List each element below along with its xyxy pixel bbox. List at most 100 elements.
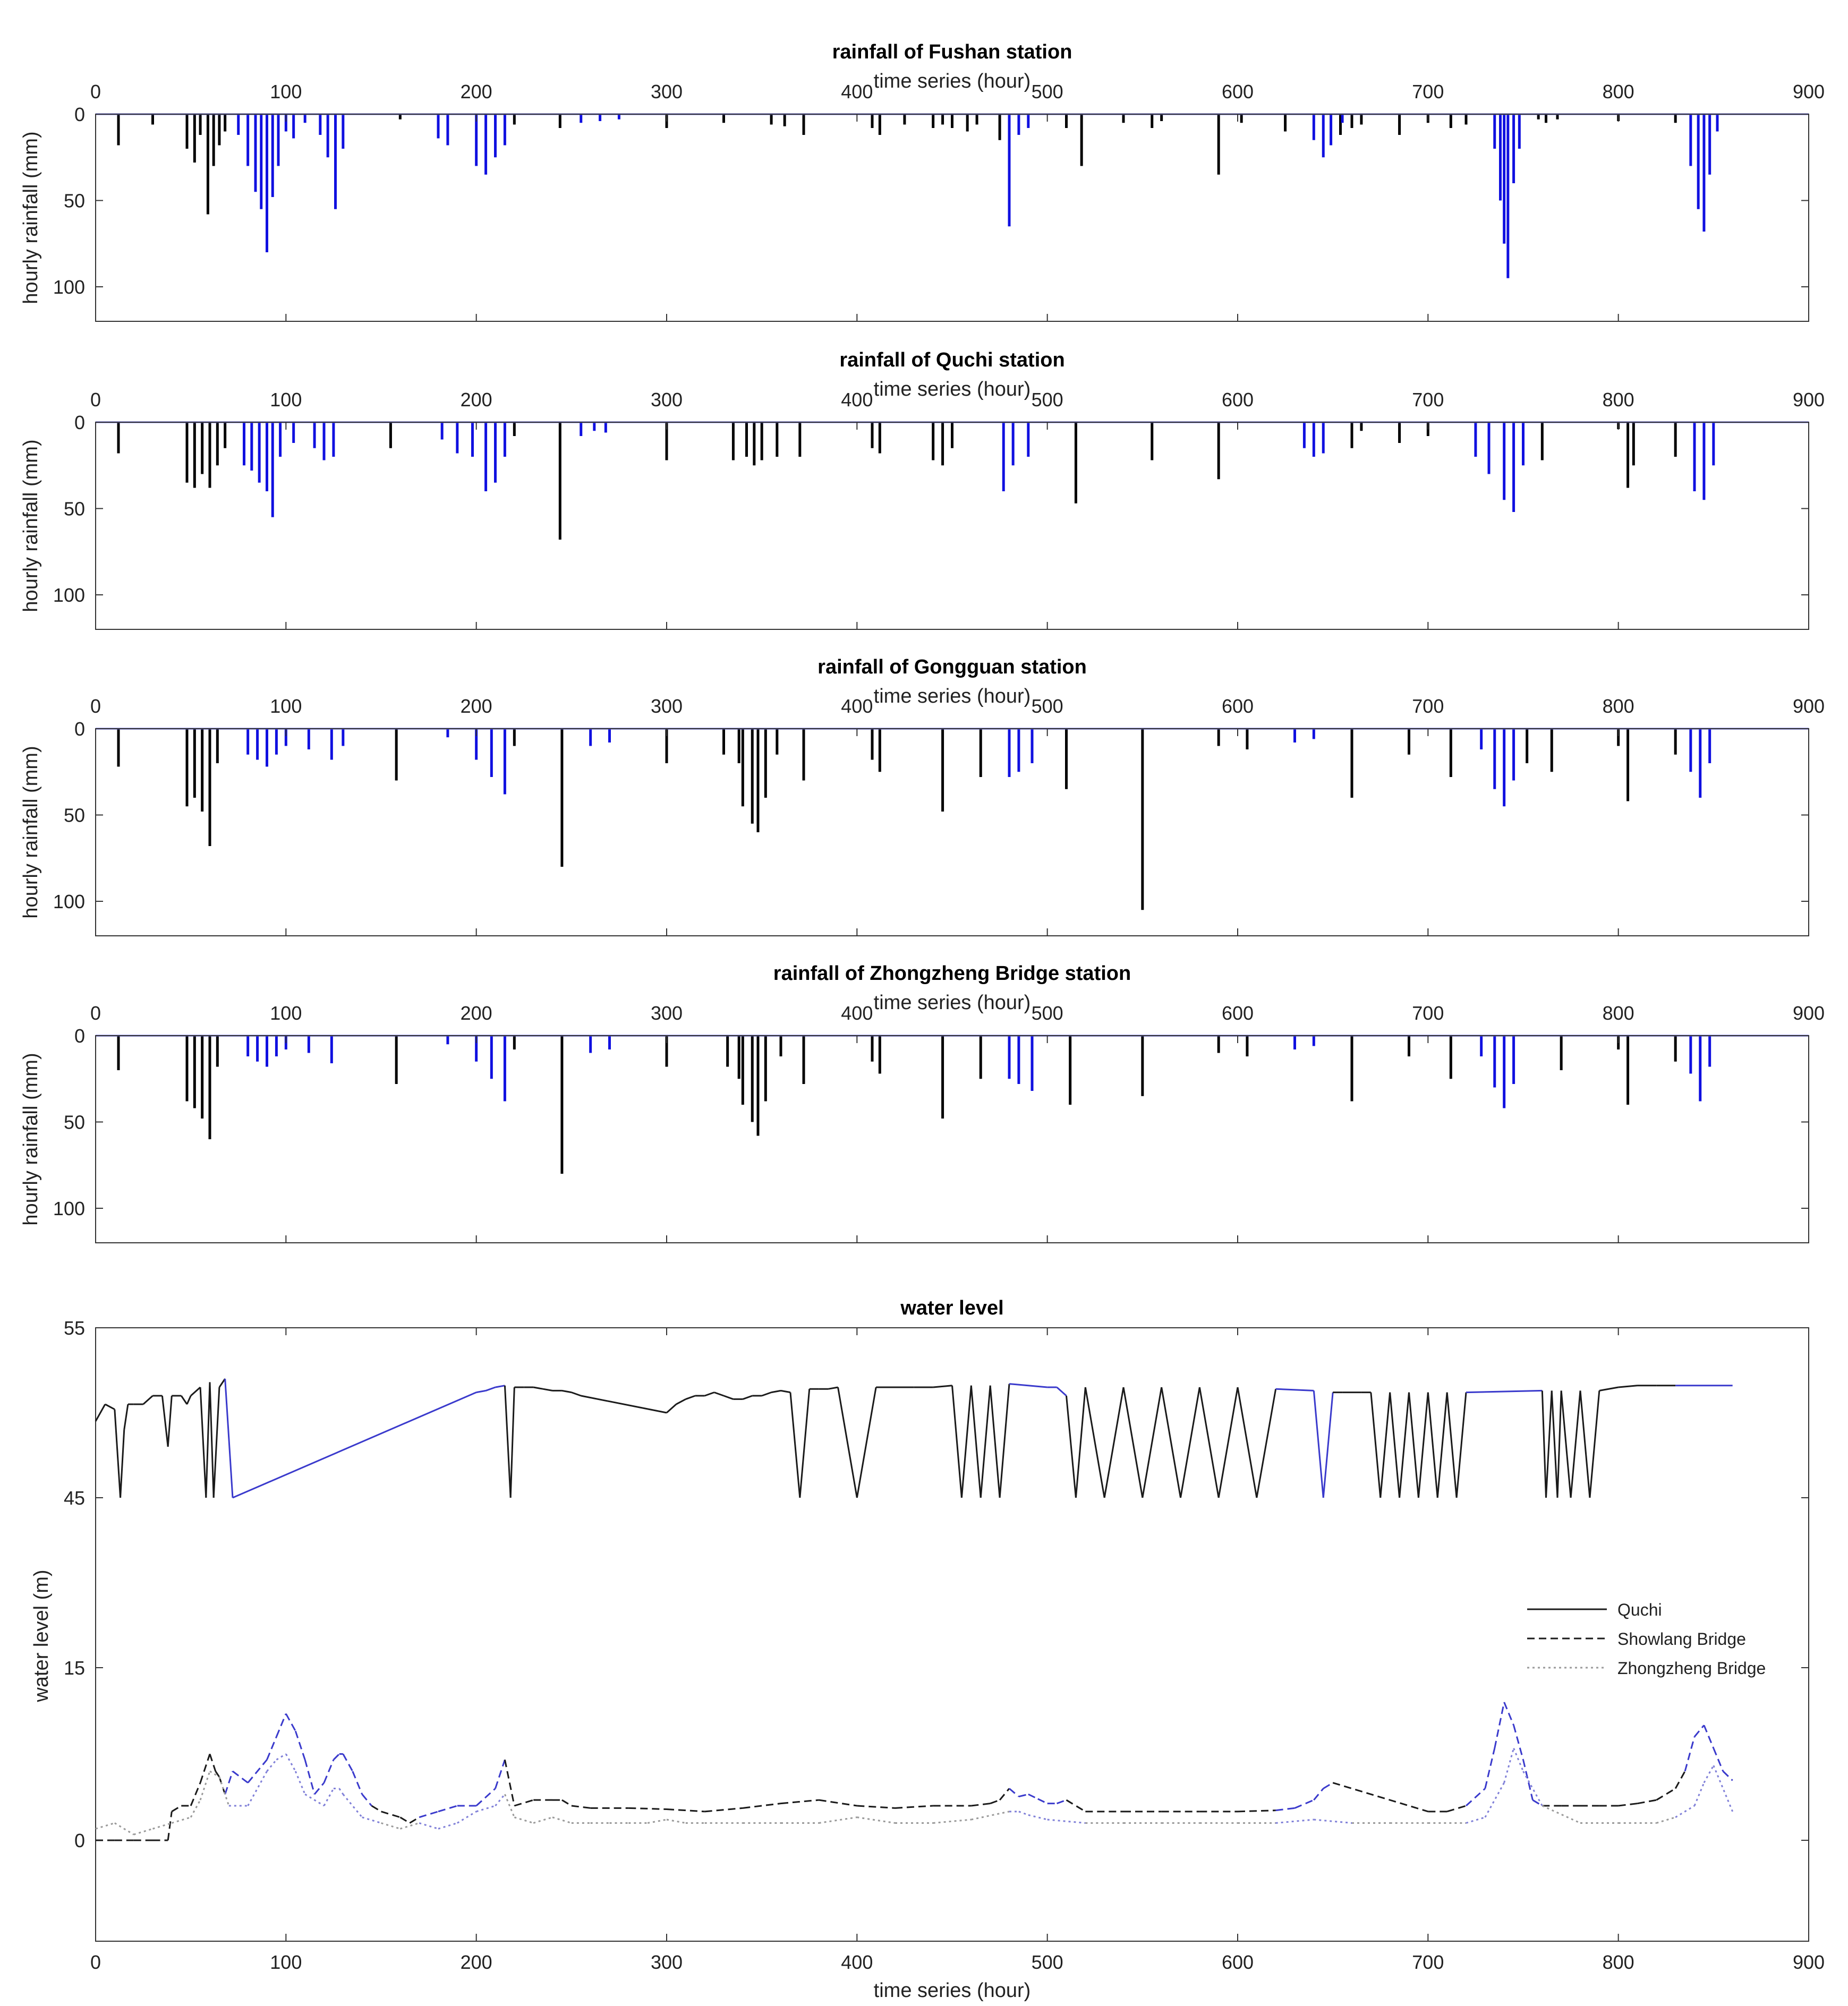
series-quchi-segment bbox=[1545, 1390, 1553, 1498]
x-tick-label: 300 bbox=[651, 695, 683, 717]
series-showlang-bridge-segment bbox=[371, 1805, 382, 1813]
series-showlang-bridge-segment bbox=[409, 1816, 420, 1824]
x-tick-label: 200 bbox=[461, 695, 492, 717]
series-quchi-segment bbox=[114, 1409, 122, 1498]
y-tick-label: 100 bbox=[53, 891, 85, 912]
series-zhongzheng-bridge-segment bbox=[114, 1822, 134, 1836]
y-tick-label: 15 bbox=[64, 1657, 85, 1679]
series-showlang-bridge-segment bbox=[1294, 1799, 1314, 1809]
x-tick-label: 300 bbox=[651, 1002, 683, 1024]
series-zhongzheng-bridge-segment bbox=[1675, 1805, 1695, 1818]
series-zhongzheng-bridge-segment bbox=[133, 1828, 153, 1836]
series-zhongzheng-bridge-segment bbox=[1713, 1765, 1734, 1812]
series-showlang-bridge-segment bbox=[247, 1759, 268, 1783]
series-quchi-segment bbox=[1466, 1389, 1543, 1394]
series-quchi-segment bbox=[837, 1387, 858, 1498]
x-tick-label: 400 bbox=[841, 81, 873, 103]
series-zhongzheng-bridge-segment bbox=[971, 1811, 1010, 1821]
series-quchi-segment bbox=[1198, 1387, 1220, 1498]
series-showlang-bridge-segment bbox=[504, 1760, 515, 1806]
series-showlang-bridge-segment bbox=[1494, 1702, 1505, 1748]
series-quchi-segment bbox=[1256, 1388, 1277, 1498]
series-quchi-segment bbox=[999, 1384, 1010, 1498]
series-quchi-segment bbox=[504, 1385, 512, 1498]
series-quchi-segment bbox=[1237, 1387, 1258, 1498]
legend-label: Showlang Bridge bbox=[1617, 1629, 1746, 1649]
x-tick-label: 0 bbox=[90, 1951, 101, 1973]
series-quchi-segment bbox=[205, 1382, 211, 1498]
x-tick-label: 900 bbox=[1793, 1002, 1825, 1024]
series-zhongzheng-bridge-segment bbox=[1466, 1816, 1486, 1824]
x-axis-label: time series (hour) bbox=[874, 378, 1031, 400]
series-zhongzheng-bridge-segment bbox=[362, 1816, 381, 1824]
series-showlang-bridge-segment bbox=[1722, 1770, 1733, 1781]
series-quchi-segment bbox=[714, 1392, 725, 1397]
series-showlang-bridge-segment bbox=[1684, 1736, 1696, 1772]
series-zhongzheng-bridge-segment bbox=[1484, 1782, 1505, 1818]
x-tick-label: 600 bbox=[1222, 81, 1254, 103]
series-quchi-segment bbox=[761, 1392, 772, 1397]
series-showlang-bridge-segment bbox=[857, 1805, 896, 1809]
series-showlang-bridge-segment bbox=[323, 1759, 335, 1783]
series-quchi-segment bbox=[1417, 1392, 1429, 1498]
legend: Quchi Showlang Bridge Zhongzheng Bridge bbox=[1527, 1600, 1766, 1678]
series-quchi-segment bbox=[218, 1378, 226, 1388]
series-showlang-bridge-segment bbox=[1018, 1793, 1029, 1798]
rainfall-panel-4: rainfall of Zhongzheng Bridge station tim… bbox=[20, 962, 1825, 1243]
series-showlang-bridge-segment bbox=[1066, 1799, 1086, 1813]
series-showlang-bridge-segment bbox=[1009, 1788, 1019, 1797]
plot-frame bbox=[95, 728, 1809, 936]
x-tick-label: 600 bbox=[1222, 1002, 1254, 1024]
series-quchi-segment bbox=[789, 1392, 801, 1498]
rainfall-panel-2: rainfall of Quchi station time series (ho… bbox=[20, 349, 1825, 630]
series-quchi-segment bbox=[105, 1403, 115, 1410]
series-zhongzheng-bridge-segment bbox=[495, 1794, 506, 1806]
y-axis-label: water level (m) bbox=[30, 1569, 53, 1702]
series-quchi-segment bbox=[676, 1398, 686, 1405]
series-quchi-segment bbox=[161, 1395, 169, 1447]
series-quchi-segment bbox=[167, 1395, 173, 1447]
series-showlang-bridge-segment bbox=[199, 1754, 211, 1783]
series-showlang-bridge-segment bbox=[167, 1811, 173, 1841]
series-showlang-bridge-segment bbox=[990, 1799, 1000, 1805]
series-showlang-bridge-segment bbox=[285, 1713, 296, 1731]
x-tick-label: 0 bbox=[90, 1002, 101, 1024]
series-zhongzheng-bridge-segment bbox=[457, 1811, 477, 1824]
plot-frame bbox=[95, 422, 1809, 630]
y-tick-label: 55 bbox=[64, 1317, 85, 1339]
series-showlang-bridge-segment bbox=[780, 1799, 819, 1805]
series-quchi-segment bbox=[581, 1395, 667, 1414]
plot-frame bbox=[95, 114, 1809, 322]
series-showlang-bridge-segment bbox=[743, 1803, 781, 1809]
series-quchi-segment bbox=[989, 1385, 1001, 1498]
rainfall-panel-1: rainfall of Fushan station time series (h… bbox=[20, 41, 1825, 322]
series-zhongzheng-bridge-segment bbox=[552, 1816, 572, 1824]
series-zhongzheng-bridge-segment bbox=[1028, 1814, 1048, 1821]
x-tick-label: 800 bbox=[1603, 81, 1634, 103]
x-tick-label: 200 bbox=[461, 1951, 492, 1973]
x-tick-label: 600 bbox=[1222, 695, 1254, 717]
series-showlang-bridge-segment bbox=[352, 1771, 363, 1795]
y-tick-label: 100 bbox=[53, 584, 85, 606]
series-quchi-segment bbox=[1560, 1390, 1572, 1498]
x-tick-label: 100 bbox=[270, 1951, 302, 1973]
plot-frame bbox=[95, 1327, 1809, 1942]
series-quchi-segment bbox=[1541, 1390, 1547, 1498]
series-showlang-bridge-segment bbox=[266, 1736, 277, 1760]
panel-title: rainfall of Fushan station bbox=[832, 41, 1072, 63]
series-showlang-bridge-segment bbox=[1522, 1759, 1534, 1800]
x-tick-label: 100 bbox=[270, 695, 302, 717]
series-quchi-segment bbox=[1056, 1386, 1067, 1397]
series-quchi-segment bbox=[1551, 1390, 1559, 1498]
x-tick-label: 800 bbox=[1603, 695, 1634, 717]
series-quchi-segment bbox=[1122, 1387, 1144, 1498]
y-axis-label: hourly rainfall (mm) bbox=[20, 1053, 42, 1225]
series-quchi-segment bbox=[970, 1385, 982, 1498]
series-showlang-bridge-segment bbox=[1618, 1803, 1638, 1807]
series-quchi-segment bbox=[1599, 1386, 1619, 1392]
series-quchi-segment bbox=[1570, 1390, 1581, 1498]
series-quchi-segment bbox=[542, 1388, 553, 1392]
series-quchi-segment bbox=[856, 1387, 877, 1498]
series-showlang-bridge-segment bbox=[999, 1788, 1010, 1801]
